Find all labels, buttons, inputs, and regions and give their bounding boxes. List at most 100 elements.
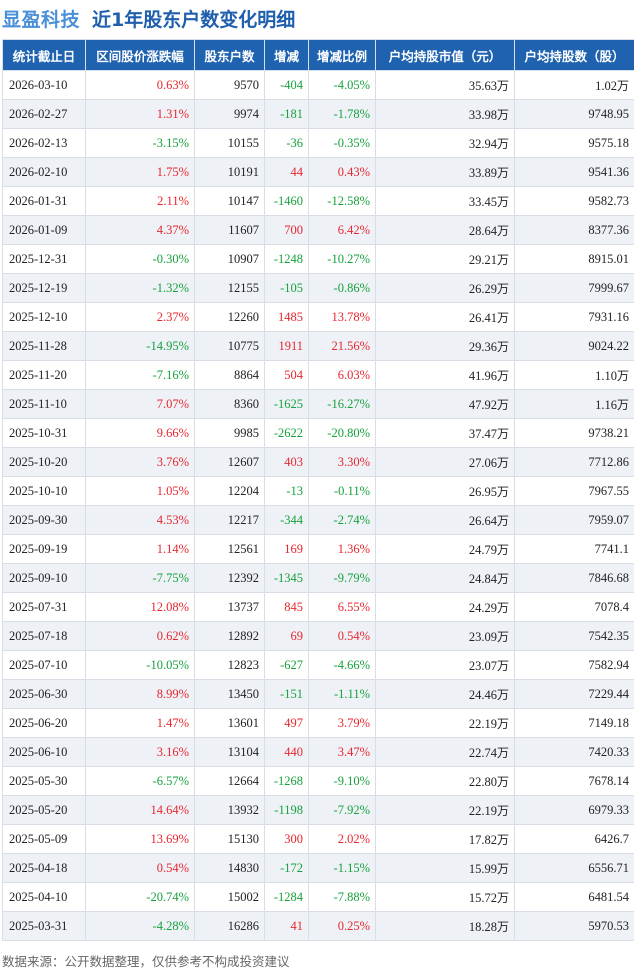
cell-avg-shares-number: 9541.36 bbox=[588, 164, 629, 179]
cell-change-pct: 2.11% bbox=[85, 186, 195, 216]
cell-avg-value-number: 15.99 bbox=[468, 861, 497, 876]
cell-change-pct: 7.07% bbox=[85, 389, 195, 419]
cell-delta: -344 bbox=[264, 505, 309, 535]
cell-avg-shares: 7999.67 bbox=[514, 273, 634, 303]
column-header-avg-value[interactable]: 户均持股市值（元） bbox=[375, 39, 515, 71]
cell-holders: 12607 bbox=[194, 447, 265, 477]
cell-avg-value-number: 47.92 bbox=[468, 397, 497, 412]
cell-change-pct: -7.16% bbox=[85, 360, 195, 390]
cell-avg-shares-number: 9738.21 bbox=[588, 425, 629, 440]
cell-avg-value-unit: 万 bbox=[496, 310, 509, 325]
cell-delta-pct: -10.27% bbox=[308, 244, 376, 274]
cell-date: 2025-07-31 bbox=[2, 592, 86, 622]
cell-avg-shares-number: 9575.18 bbox=[588, 135, 629, 150]
cell-avg-value-number: 23.07 bbox=[468, 658, 497, 673]
cell-delta-pct: -20.80% bbox=[308, 418, 376, 448]
cell-date: 2025-05-30 bbox=[2, 766, 86, 796]
cell-delta-pct: 1.36% bbox=[308, 534, 376, 564]
cell-holders: 12664 bbox=[194, 766, 265, 796]
cell-delta-pct: 6.03% bbox=[308, 360, 376, 390]
cell-avg-value: 24.29万 bbox=[375, 592, 515, 622]
cell-avg-shares-number: 7931.16 bbox=[588, 309, 629, 324]
cell-avg-value: 22.19万 bbox=[375, 708, 515, 738]
cell-avg-value-unit: 万 bbox=[496, 919, 509, 934]
cell-avg-shares-number: 9748.95 bbox=[588, 106, 629, 121]
cell-date: 2025-09-30 bbox=[2, 505, 86, 535]
cell-avg-value: 22.19万 bbox=[375, 795, 515, 825]
table-row: 2025-04-18 0.54% 14830 -172 -1.15% 15.99万 6556… bbox=[2, 853, 634, 883]
cell-avg-shares: 9024.22 bbox=[514, 331, 634, 361]
cell-delta: 403 bbox=[264, 447, 309, 477]
cell-avg-value-unit: 万 bbox=[496, 658, 509, 673]
column-header-avg-shares[interactable]: 户均持股数（股） bbox=[514, 39, 634, 71]
table-row: 2025-10-31 9.66% 9985 -2622 -20.80% 37.47万 973… bbox=[2, 418, 634, 448]
column-header-delta[interactable]: 增减 bbox=[264, 39, 309, 71]
cell-delta-pct: 6.42% bbox=[308, 215, 376, 245]
cell-avg-value-number: 33.98 bbox=[468, 107, 497, 122]
cell-delta: -36 bbox=[264, 128, 309, 158]
cell-change-pct: -4.28% bbox=[85, 911, 195, 941]
cell-avg-value-number: 29.36 bbox=[468, 339, 497, 354]
cell-date: 2025-12-10 bbox=[2, 302, 86, 332]
table-row: 2025-07-18 0.62% 12892 69 0.54% 23.09万 7542.35 bbox=[2, 621, 634, 651]
cell-holders: 10147 bbox=[194, 186, 265, 216]
cell-avg-value-number: 22.74 bbox=[468, 745, 497, 760]
cell-change-pct: 1.75% bbox=[85, 157, 195, 187]
table-row: 2025-09-10 -7.75% 12392 -1345 -9.79% 24.84万 78… bbox=[2, 563, 634, 593]
cell-holders: 14830 bbox=[194, 853, 265, 883]
cell-delta-pct: -0.86% bbox=[308, 273, 376, 303]
cell-avg-shares-unit: 万 bbox=[616, 78, 629, 93]
cell-avg-value: 47.92万 bbox=[375, 389, 515, 419]
cell-avg-shares: 7712.86 bbox=[514, 447, 634, 477]
cell-avg-value-number: 32.94 bbox=[468, 136, 497, 151]
table-row: 2025-04-10 -20.74% 15002 -1284 -7.88% 15.72万 6… bbox=[2, 882, 634, 912]
cell-avg-shares-number: 7078.4 bbox=[594, 599, 629, 614]
cell-avg-shares-number: 8915.01 bbox=[588, 251, 629, 266]
cell-delta: -13 bbox=[264, 476, 309, 506]
cell-delta: -1460 bbox=[264, 186, 309, 216]
cell-delta: -2622 bbox=[264, 418, 309, 448]
cell-avg-value-unit: 万 bbox=[496, 542, 509, 557]
cell-avg-value-number: 41.96 bbox=[468, 368, 497, 383]
column-header-delta-pct[interactable]: 增减比例 bbox=[308, 39, 376, 71]
cell-holders: 10155 bbox=[194, 128, 265, 158]
cell-avg-value-unit: 万 bbox=[496, 252, 509, 267]
table-row: 2025-11-10 7.07% 8360 -1625 -16.27% 47.92万 1.1… bbox=[2, 389, 634, 419]
cell-avg-shares-number: 9582.73 bbox=[588, 193, 629, 208]
cell-holders: 10775 bbox=[194, 331, 265, 361]
cell-avg-value-unit: 万 bbox=[496, 716, 509, 731]
table-row: 2026-02-10 1.75% 10191 44 0.43% 33.89万 9541.36 bbox=[2, 157, 634, 187]
cell-holders: 13450 bbox=[194, 679, 265, 709]
cell-delta: 440 bbox=[264, 737, 309, 767]
cell-avg-value: 32.94万 bbox=[375, 128, 515, 158]
table-row: 2025-06-10 3.16% 13104 440 3.47% 22.74万 7420.3… bbox=[2, 737, 634, 767]
cell-delta-pct: 3.47% bbox=[308, 737, 376, 767]
column-header-date[interactable]: 统计截止日 bbox=[2, 39, 86, 71]
cell-avg-value: 29.21万 bbox=[375, 244, 515, 274]
cell-holders: 15002 bbox=[194, 882, 265, 912]
cell-delta-pct: 21.56% bbox=[308, 331, 376, 361]
cell-change-pct: 0.63% bbox=[85, 70, 195, 100]
column-header-holders[interactable]: 股东户数 bbox=[194, 39, 265, 71]
cell-date: 2026-03-10 bbox=[2, 70, 86, 100]
cell-avg-shares: 7149.18 bbox=[514, 708, 634, 738]
cell-holders: 13104 bbox=[194, 737, 265, 767]
cell-date: 2025-03-31 bbox=[2, 911, 86, 941]
cell-avg-value-number: 24.46 bbox=[468, 687, 497, 702]
column-header-change-pct[interactable]: 区间股价涨跌幅 bbox=[85, 39, 195, 71]
cell-change-pct: 3.76% bbox=[85, 447, 195, 477]
table-row: 2026-02-27 1.31% 9974 -181 -1.78% 33.98万 9748.… bbox=[2, 99, 634, 129]
cell-avg-value-unit: 万 bbox=[496, 194, 509, 209]
cell-avg-shares: 9738.21 bbox=[514, 418, 634, 448]
cell-avg-value-unit: 万 bbox=[496, 861, 509, 876]
cell-avg-shares-number: 6481.54 bbox=[588, 889, 629, 904]
cell-change-pct: 14.64% bbox=[85, 795, 195, 825]
cell-date: 2025-06-10 bbox=[2, 737, 86, 767]
cell-avg-shares: 8915.01 bbox=[514, 244, 634, 274]
cell-avg-value: 24.79万 bbox=[375, 534, 515, 564]
cell-date: 2025-10-10 bbox=[2, 476, 86, 506]
table-row: 2025-10-10 1.05% 12204 -13 -0.11% 26.95万 7967.… bbox=[2, 476, 634, 506]
cell-date: 2026-02-10 bbox=[2, 157, 86, 187]
table-body: 2026-03-10 0.63% 9570 -404 -4.05% 35.63万 1.02万… bbox=[2, 70, 634, 941]
cell-avg-value-number: 35.63 bbox=[468, 78, 497, 93]
